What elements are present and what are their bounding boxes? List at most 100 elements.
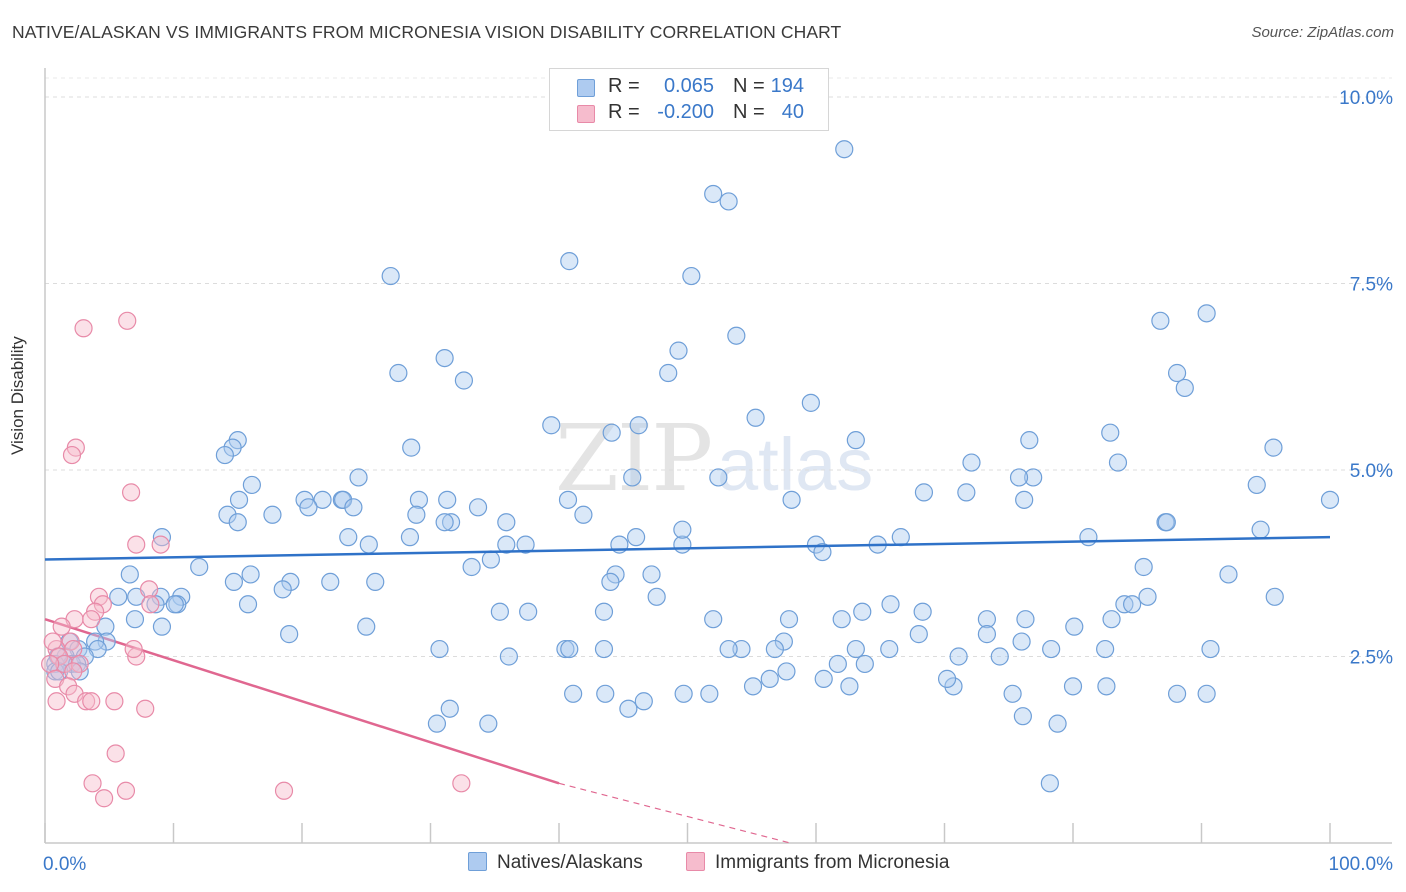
data-point-natives (881, 595, 900, 614)
data-point-natives (357, 617, 376, 636)
data-point-natives (152, 528, 172, 547)
data-point-immigrants (52, 617, 71, 636)
data-point-natives (840, 677, 859, 696)
data-point-natives (629, 416, 648, 435)
stats-legend: R = 0.065 N = 194 R = -0.200 N = 40 (549, 68, 829, 131)
legend-r-label: R = (608, 101, 640, 123)
data-point-natives (828, 654, 847, 674)
data-point-immigrants (118, 311, 137, 330)
data-point-natives (1102, 610, 1121, 629)
data-point-natives (765, 639, 784, 659)
data-point-immigrants (124, 639, 143, 659)
x-tick-label-max: 100.0% (1329, 854, 1394, 875)
data-point-natives (407, 505, 426, 524)
data-point-natives (669, 341, 688, 360)
data-point-natives (1101, 423, 1120, 442)
data-point-natives (913, 602, 932, 621)
data-point-natives (574, 505, 593, 524)
data-point-natives (280, 625, 299, 644)
data-point-natives (1265, 587, 1284, 606)
legend-swatch-pink (577, 105, 595, 123)
data-point-natives (499, 647, 518, 666)
data-point-natives (238, 595, 258, 614)
data-point-natives (381, 266, 400, 286)
data-point-natives (704, 610, 723, 629)
data-point-natives (242, 475, 261, 495)
data-point-immigrants (141, 595, 160, 614)
legend-label-natives: Natives/Alaskans (497, 852, 643, 873)
data-point-natives (1065, 617, 1084, 636)
legend-label-immigrants: Immigrants from Micronesia (715, 852, 950, 873)
data-point-natives (334, 490, 353, 509)
data-point-immigrants (70, 654, 89, 674)
data-point-natives (647, 587, 666, 606)
data-point-natives (490, 602, 509, 621)
chart-title: NATIVE/ALASKAN VS IMMIGRANTS FROM MICRON… (12, 22, 842, 42)
trend-line-natives (44, 535, 1331, 561)
data-point-natives (1197, 684, 1216, 703)
data-point-natives (619, 699, 638, 718)
points-immigrants-micronesia (41, 311, 471, 808)
data-point-natives (1009, 468, 1029, 487)
data-point-natives (1175, 378, 1194, 398)
data-point-natives (1063, 677, 1083, 696)
data-point-natives (1201, 639, 1220, 659)
data-point-natives (782, 490, 801, 509)
data-point-immigrants (93, 595, 112, 614)
data-point-natives (400, 528, 420, 547)
legend-n-value: 40 (781, 101, 804, 123)
data-point-natives (594, 639, 614, 659)
data-point-immigrants (151, 535, 170, 554)
data-point-natives (719, 192, 738, 211)
data-point-natives (402, 438, 421, 457)
data-point-natives (746, 408, 765, 427)
data-point-natives (732, 639, 751, 659)
data-point-natives (468, 498, 488, 517)
data-point-natives (263, 505, 282, 524)
data-point-natives (990, 647, 1009, 666)
y-tick-label: 7.5% (1350, 275, 1393, 296)
data-point-natives (215, 445, 234, 465)
data-point-natives (542, 416, 561, 435)
data-point-natives (949, 647, 968, 666)
data-point-natives (366, 572, 385, 592)
data-point-immigrants (139, 580, 159, 599)
data-point-natives (1123, 595, 1142, 614)
data-point-natives (430, 639, 449, 659)
data-point-natives (594, 602, 614, 621)
data-point-natives (1108, 453, 1128, 472)
data-point-natives (760, 669, 779, 688)
data-point-natives (462, 557, 481, 577)
trend-line-immigrants-extension (558, 782, 791, 844)
data-point-natives (1003, 684, 1022, 703)
data-point-natives (709, 468, 728, 487)
legend-swatch-immigrants (686, 852, 705, 871)
data-point-natives (957, 483, 976, 502)
data-point-natives (1016, 610, 1035, 629)
data-point-natives (1048, 714, 1067, 733)
data-point-natives (1264, 438, 1283, 457)
data-point-natives (1219, 565, 1238, 584)
data-point-natives (228, 513, 247, 532)
data-point-natives (86, 632, 105, 651)
data-point-natives (481, 550, 500, 569)
data-point-natives (1167, 363, 1187, 383)
data-point-immigrants (62, 445, 82, 465)
legend-swatch-blue (577, 79, 595, 97)
data-point-natives (626, 528, 646, 547)
data-point-natives (891, 528, 910, 547)
watermark: ZIP atlas (555, 405, 873, 512)
axes (44, 68, 1392, 844)
data-point-natives (682, 266, 701, 286)
data-point-natives (438, 490, 457, 509)
data-point-natives (339, 528, 358, 547)
data-point-natives (440, 699, 459, 718)
data-point-immigrants (116, 781, 136, 800)
y-tick-label: 10.0% (1339, 88, 1393, 109)
legend-row-immigrants: R = -0.200 N = 40 (550, 101, 828, 127)
data-point-immigrants (74, 319, 93, 338)
data-point-natives (846, 431, 865, 450)
data-point-natives (241, 565, 260, 584)
data-point-natives (223, 438, 242, 457)
